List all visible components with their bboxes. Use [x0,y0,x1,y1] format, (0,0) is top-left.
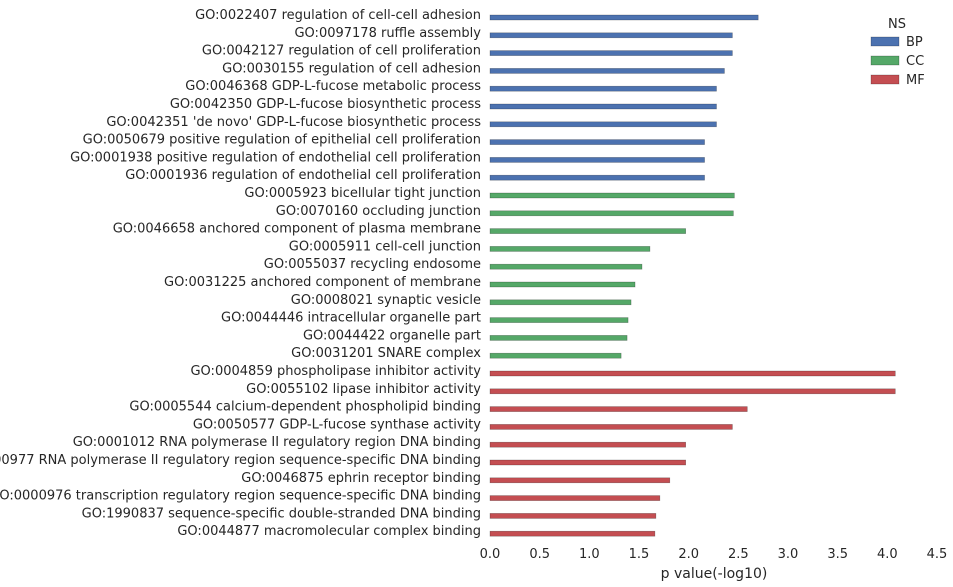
x-tick-label: 3.0 [778,547,799,562]
bar-cc [489,228,686,234]
legend-title: NS [888,17,906,32]
x-tick-label: 2.0 [678,547,699,562]
bar-mf [489,513,657,519]
bar-bp [489,85,717,92]
bar-cc [489,246,651,252]
category-label: GO:0044877 macromolecular complex bindin… [177,524,481,539]
legend-swatch-cc [870,55,900,66]
bar-mf [489,424,733,430]
x-tick-label: 1.5 [629,547,650,562]
x-tick-label: 0.0 [480,547,501,562]
x-tick-label: 1.0 [579,547,600,562]
category-label: GO:0005923 bicellular tight junction [244,186,481,201]
category-label: GO:0046875 ephrin receptor binding [241,471,481,486]
bar-cc [489,352,622,359]
bars-group [489,14,896,537]
bar-cc [489,281,636,288]
category-label: GO:0046658 anchored component of plasma … [113,222,481,237]
category-label: GO:0044422 organelle part [303,328,481,343]
category-label: GO:0055102 lipase inhibitor activity [246,382,481,397]
bar-bp [489,14,759,21]
category-label: GO:0001936 regulation of endothelial cel… [125,168,481,183]
category-label: GO:0070160 occluding junction [276,204,481,219]
x-tick-label: 4.5 [927,547,948,562]
category-label: GO:0097178 ruffle assembly [294,26,481,41]
bar-mf [489,388,896,395]
bar-bp [489,121,717,128]
category-label: GO:0042351 'de novo' GDP-L-fucose biosyn… [106,115,481,130]
legend-swatch-mf [870,74,900,85]
x-tick-label: 0.5 [529,547,550,562]
category-labels: GO:0022407 regulation of cell-cell adhes… [0,8,481,539]
bar-bp [489,174,705,181]
category-label: GO:0055037 recycling endosome [264,257,481,272]
x-axis-ticks: 0.0 0.5 1.0 1.5 2.0 2.5 3.0 3.5 4.0 4.5 [480,547,948,562]
bar-mf [489,495,661,501]
category-label: GO:0031201 SNARE complex [291,346,481,361]
legend-label-mf: MF [906,73,925,88]
x-axis-title: p value(-log10) [661,566,768,582]
bar-bp [489,157,705,163]
category-label: GO:0022407 regulation of cell-cell adhes… [195,8,481,23]
category-label: GO:0030155 regulation of cell adhesion [222,61,481,76]
bar-cc [489,210,734,217]
category-label: GO:0008021 synaptic vesicle [291,293,481,308]
category-label: GO:0005911 cell-cell junction [289,239,481,254]
category-label: GO:0042350 GDP-L-fucose biosynthetic pro… [170,97,481,112]
legend-label-cc: CC [906,54,924,69]
category-label: GO:0001938 positive regulation of endoth… [70,150,481,165]
category-label: GO:0044446 intracellular organelle part [221,311,481,326]
bar-mf [489,370,896,377]
category-label: GO:0004859 phospholipase inhibitor activ… [190,364,481,379]
bar-cc [489,335,628,341]
x-tick-label: 4.0 [877,547,898,562]
category-label: GO:1990837 sequence-specific double-stra… [82,506,481,521]
bar-bp [489,32,733,39]
bar-cc [489,317,629,323]
x-tick-label: 3.5 [827,547,848,562]
legend: NS BP CC MF [870,17,925,88]
bar-bp [489,139,705,145]
category-label: GO:0050679 positive regulation of epithe… [83,133,481,148]
bar-mf [489,441,686,448]
bar-mf [489,477,671,484]
category-label: GO:0005544 calcium-dependent phospholipi… [129,400,481,415]
bar-mf [489,459,686,466]
bar-bp [489,50,733,56]
bar-mf [489,406,748,412]
category-label: GO:0001012 RNA polymerase II regulatory … [73,435,481,450]
category-label: GO:0050577 GDP-L-fucose synthase activit… [193,417,481,432]
bar-bp [489,103,717,110]
bar-bp [489,68,725,74]
category-label: GO:0046368 GDP-L-fucose metabolic proces… [185,79,481,94]
bar-cc [489,299,632,306]
legend-swatch-bp [870,36,900,47]
bar-cc [489,263,643,270]
category-label: GO:0000977 RNA polymerase II regulatory … [0,453,481,468]
legend-entries: BP CC MF [870,35,925,88]
category-label: GO:0000976 transcription regulatory regi… [0,489,481,504]
bar-mf [489,530,656,537]
category-label: GO:0042127 regulation of cell proliferat… [202,44,481,59]
x-tick-label: 2.5 [728,547,749,562]
bar-cc [489,192,735,199]
legend-label-bp: BP [906,35,923,50]
category-label: GO:0031225 anchored component of membran… [164,275,481,290]
